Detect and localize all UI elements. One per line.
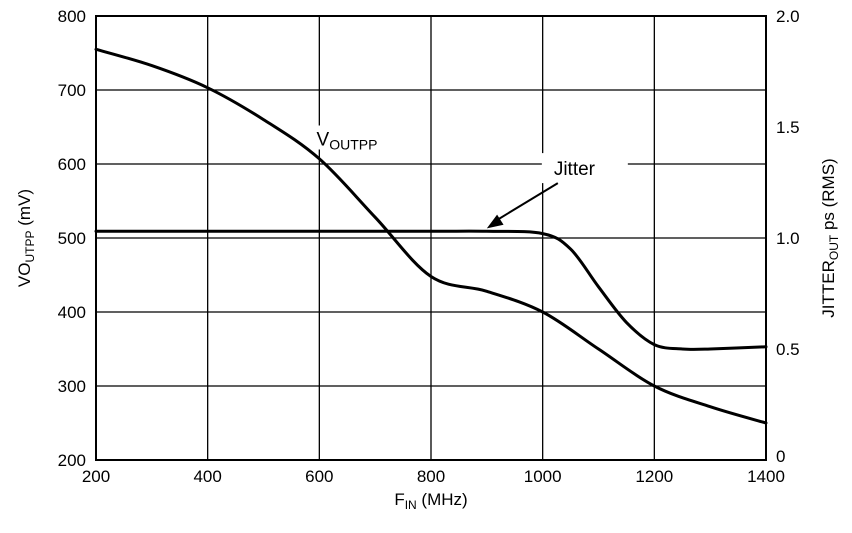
y-left-tick-label: 500: [58, 229, 86, 248]
x-tick-label: 1200: [635, 467, 673, 486]
series-line-jitter: [94, 229, 768, 351]
y-axis-left-title: VOUTPP (mV): [15, 189, 37, 287]
grid: [96, 16, 766, 460]
y-axis-right-title: JITTEROUT ps (RMS): [819, 158, 841, 317]
y-right-tick-label: 0: [776, 447, 785, 466]
jitter-label: Jitter: [554, 159, 596, 180]
jitter-arrow-shaft: [494, 182, 559, 223]
y-right-tick-label: 1.0: [776, 229, 800, 248]
x-tick-label: 200: [82, 467, 110, 486]
y-right-tick-label: 2.0: [776, 7, 800, 26]
voutpp-label: VOUTPP: [317, 130, 378, 153]
y-left-tick-label: 200: [58, 451, 86, 470]
x-axis-title: FIN (MHz): [394, 490, 467, 512]
x-tick-label: 800: [417, 467, 445, 486]
voutpp-label-mask: [310, 125, 393, 150]
y-right-tick-label: 1.5: [776, 118, 800, 137]
x-tick-label: 400: [193, 467, 221, 486]
y-left-tick-label: 800: [58, 7, 86, 26]
y-left-tick-label: 400: [58, 303, 86, 322]
jitter-label-mask: [541, 153, 628, 184]
plot-frame: [95, 15, 767, 461]
jitter-arrow-head: [486, 214, 504, 229]
y-left-tick-label: 700: [58, 81, 86, 100]
annotation-layer: VOUTPP Jitter: [310, 125, 628, 229]
series-layer: [94, 47, 768, 425]
series-line-voutpp: [94, 47, 768, 425]
y-right-tick-label: 0.5: [776, 340, 800, 359]
x-tick-label: 1000: [524, 467, 562, 486]
x-tick-label: 1400: [747, 467, 785, 486]
tick-labels: 200 400 600 800 1000 1200 1400 200 300 400 500 600 7…: [58, 7, 800, 486]
y-left-tick-label: 600: [58, 155, 86, 174]
y-left-tick-label: 300: [58, 377, 86, 396]
x-tick-label: 600: [305, 467, 333, 486]
